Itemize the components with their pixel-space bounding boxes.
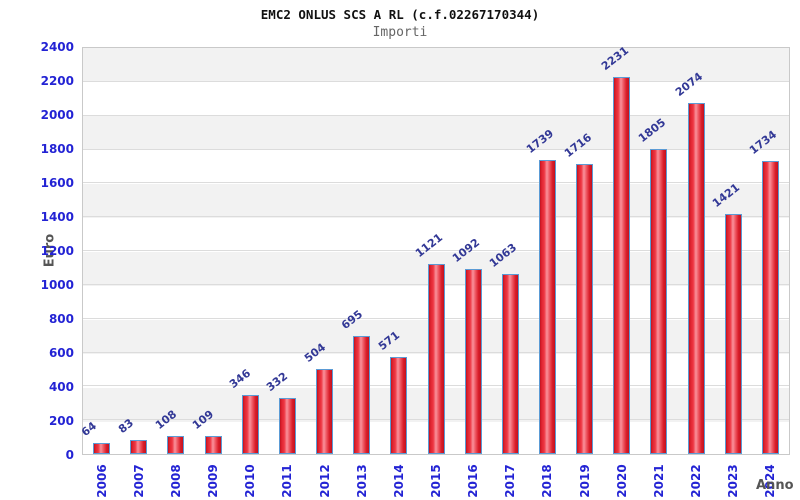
y-tick-label: 1000 [40, 278, 74, 292]
x-axis-title: Anno [756, 478, 794, 493]
bar-value-label: 1716 [561, 130, 594, 160]
bar-2011 [278, 397, 296, 454]
x-tick-label: 2022 [689, 464, 704, 498]
x-tick-label: 2008 [168, 464, 183, 498]
bar-value-label: 1734 [747, 127, 780, 157]
y-tick-label: 1600 [40, 176, 74, 190]
bar-2016 [464, 269, 482, 454]
y-tick-label: 1800 [40, 142, 74, 156]
bar-2017 [501, 274, 519, 454]
bar-value-label: 332 [264, 369, 291, 394]
plot-area: 64 83 108 109 346 332 504 695 571 1121 1092 1063 173… [78, 43, 790, 455]
gridline [83, 80, 789, 82]
bar-value-label: 2231 [598, 43, 631, 73]
x-tick-label: 2020 [614, 464, 629, 498]
y-tick-label: 2400 [40, 40, 74, 54]
x-tick-label: 2018 [540, 464, 555, 498]
gridline [83, 216, 789, 218]
y-tick-label: 1200 [40, 244, 74, 258]
gridline [83, 114, 789, 116]
bar-value-label: 1421 [710, 180, 743, 210]
y-tick-label: 1400 [40, 210, 74, 224]
x-tick-label: 2014 [391, 464, 406, 498]
y-tick-label: 600 [48, 346, 74, 360]
x-tick-label: 2023 [726, 464, 741, 498]
bar-value-label: 571 [375, 329, 402, 354]
x-tick-label: 2006 [94, 464, 109, 498]
bar-2021 [650, 148, 668, 454]
bar-value-label: 2074 [673, 70, 706, 100]
bar-value-label: 346 [227, 367, 254, 392]
bar-2012 [316, 368, 334, 454]
x-tick-label: 2011 [280, 464, 295, 498]
x-tick-label: 2010 [243, 464, 258, 498]
bar-value-label: 695 [338, 308, 365, 333]
chart-subtitle: Importi [372, 25, 428, 40]
gridline [83, 250, 789, 251]
y-tick-label: 2000 [40, 108, 74, 122]
bar-value-label: 1739 [524, 126, 557, 156]
gridline [83, 148, 789, 150]
x-tick-label: 2016 [466, 464, 481, 498]
bar-2008 [167, 435, 185, 454]
chart-title: EMC2 ONLUS SCS A RL (c.f.02267170344) [260, 7, 540, 22]
x-tick-label: 2019 [577, 464, 592, 498]
bar-2010 [241, 395, 259, 454]
y-tick-label: 200 [48, 414, 74, 428]
bar-2013 [353, 336, 371, 454]
x-tick-label: 2012 [317, 464, 332, 498]
bar-2023 [724, 213, 742, 454]
y-tick-label: 2200 [40, 74, 74, 88]
bar-value-label: 109 [190, 407, 217, 432]
bar-2018 [538, 159, 556, 454]
bar-2014 [390, 357, 408, 454]
x-tick-label: 2021 [651, 464, 666, 498]
x-tick-label: 2009 [206, 464, 221, 498]
bar-2015 [427, 264, 445, 454]
bar-value-label: 64 [78, 419, 99, 440]
x-tick-label: 2007 [131, 464, 146, 498]
bar-value-label: 504 [301, 340, 328, 365]
bar-value-label: 108 [152, 407, 179, 432]
x-tick-label: 2013 [354, 464, 369, 498]
bar-value-label: 1063 [487, 241, 520, 271]
x-tick-label: 2017 [503, 464, 518, 498]
bar-2020 [613, 76, 631, 454]
gridline [83, 182, 789, 184]
y-tick-label: 800 [48, 312, 74, 326]
bar-2009 [204, 435, 222, 454]
x-tick-label: 2015 [429, 464, 443, 498]
bar-2022 [687, 103, 705, 454]
y-tick-label: 400 [48, 380, 74, 394]
bar-2006 [93, 443, 111, 454]
bar-2007 [130, 439, 148, 454]
bar-value-label: 1805 [635, 115, 669, 145]
y-tick-label: 0 [65, 448, 74, 462]
bar-2024 [761, 160, 779, 454]
bar-2019 [576, 163, 594, 454]
bar-value-label: 1121 [412, 231, 446, 261]
